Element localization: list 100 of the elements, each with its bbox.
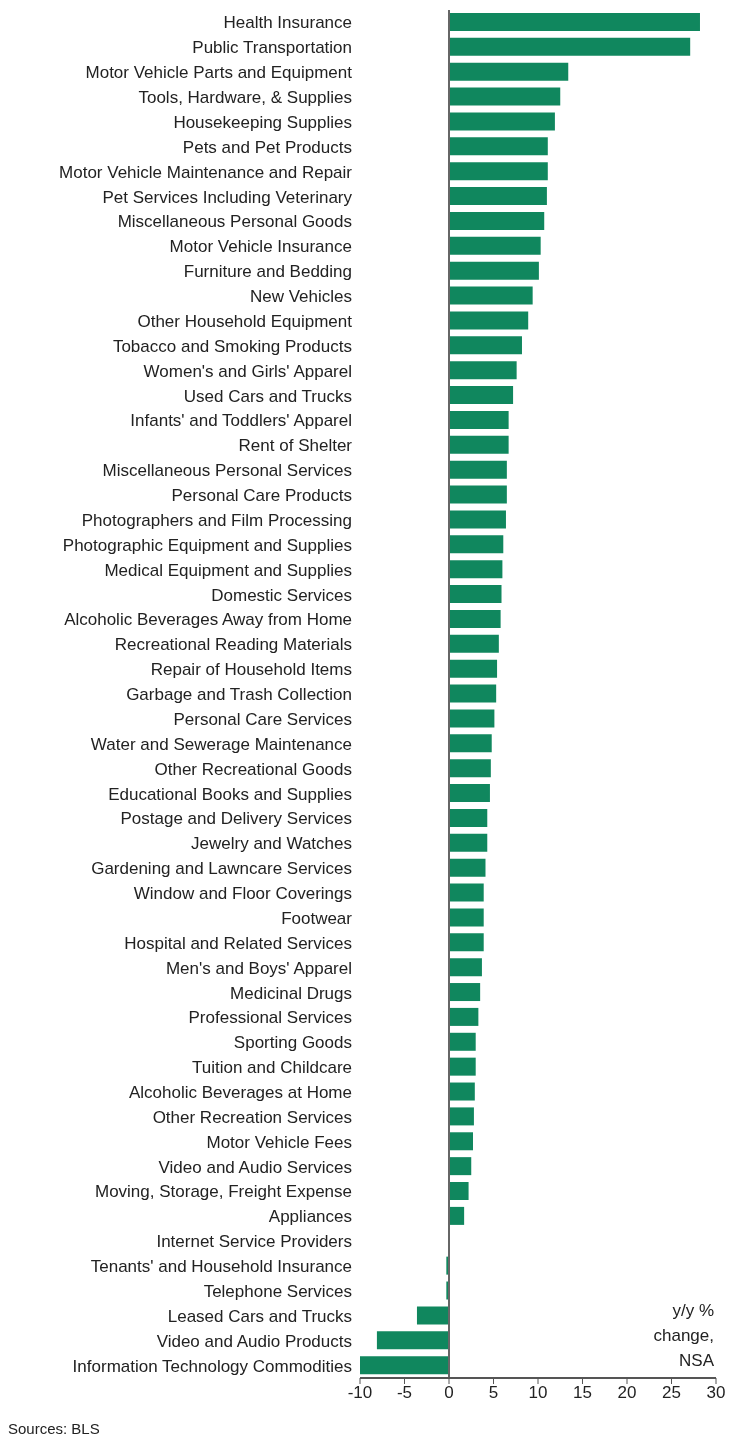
bar <box>449 112 555 131</box>
bar <box>449 560 503 579</box>
y-tick-label: Health Insurance <box>223 13 352 33</box>
bar <box>449 709 495 728</box>
bar <box>449 858 486 877</box>
bar <box>449 62 569 81</box>
y-tick-label: Domestic Services <box>211 585 352 605</box>
y-tick-label: Housekeeping Supplies <box>173 112 352 132</box>
bar <box>449 585 502 604</box>
y-tick-label: Miscellaneous Personal Services <box>102 461 352 481</box>
y-tick-label: Sporting Goods <box>233 1033 352 1053</box>
bar <box>449 684 497 703</box>
y-tick-label: Personal Care Products <box>171 486 352 506</box>
x-tick-label: 30 <box>706 1383 726 1403</box>
bar <box>449 162 548 181</box>
y-tick-label: Miscellaneous Personal Goods <box>117 212 352 232</box>
bar <box>449 908 484 927</box>
bar <box>449 734 492 753</box>
y-tick-label: Jewelry and Watches <box>191 834 352 854</box>
bar <box>449 87 561 106</box>
y-tick-label: Repair of Household Items <box>150 660 352 680</box>
bar <box>449 311 529 330</box>
bar <box>449 13 700 31</box>
y-tick-label: Postage and Delivery Services <box>120 809 352 829</box>
y-tick-label: Motor Vehicle Parts and Equipment <box>85 63 353 83</box>
bar <box>449 211 545 230</box>
bar <box>449 883 484 902</box>
y-tick-label: Other Recreation Services <box>152 1107 352 1127</box>
bar <box>449 485 507 504</box>
bar <box>449 535 504 554</box>
bar <box>449 37 691 56</box>
bar <box>449 659 498 678</box>
y-tick-label: Motor Vehicle Fees <box>206 1132 352 1152</box>
y-tick-label: Information Technology Commodities <box>72 1356 352 1376</box>
y-tick-label: Gardening and Lawncare Services <box>91 859 352 879</box>
bar <box>449 1132 474 1151</box>
y-tick-label: Recreational Reading Materials <box>114 635 352 655</box>
bar <box>449 958 482 977</box>
y-tick-label: Internet Service Providers <box>156 1232 352 1252</box>
x-tick-label: -5 <box>396 1383 413 1403</box>
x-tick-label: 5 <box>488 1383 499 1403</box>
y-tick-label: Telephone Services <box>203 1281 352 1301</box>
bar <box>449 187 547 206</box>
y-tick-label: Motor Vehicle Maintenance and Repair <box>59 162 353 182</box>
bar <box>449 1182 469 1201</box>
y-tick-label: Other Household Equipment <box>137 311 353 331</box>
y-tick-label: Educational Books and Supplies <box>108 784 352 804</box>
y-tick-label: Video and Audio Services <box>158 1157 352 1177</box>
bar <box>449 460 507 479</box>
y-tick-label: Pet Services Including Veterinary <box>102 187 353 207</box>
bar <box>376 1331 449 1350</box>
y-tick-label: Public Transportation <box>192 38 352 58</box>
bar <box>449 983 481 1002</box>
bar <box>449 137 548 156</box>
bar <box>449 236 541 255</box>
bar <box>449 386 514 405</box>
bar <box>449 286 533 305</box>
annotation: y/y % change, NSA <box>652 1300 714 1372</box>
bar <box>449 784 490 803</box>
y-tick-label: Appliances <box>268 1207 352 1227</box>
y-tick-label: Motor Vehicle Insurance <box>169 237 352 257</box>
y-tick-label: Window and Floor Coverings <box>133 884 352 904</box>
bar <box>449 510 506 529</box>
y-tick-label: Personal Care Services <box>173 709 352 729</box>
y-tick-label: Leased Cars and Trucks <box>167 1306 352 1326</box>
y-tick-label: Men's and Boys' Apparel <box>165 958 352 978</box>
y-tick-label: Alcoholic Beverages Away from Home <box>64 610 352 630</box>
y-tick-label: Used Cars and Trucks <box>183 386 352 406</box>
bar <box>449 1157 472 1176</box>
y-tick-label: Tenants' and Household Insurance <box>90 1257 352 1277</box>
bar <box>449 1032 476 1051</box>
x-tick-label: -10 <box>347 1383 373 1403</box>
bar <box>449 833 488 852</box>
bar <box>449 410 509 429</box>
bar <box>449 336 522 355</box>
y-tick-label: Medicinal Drugs <box>230 983 352 1003</box>
y-tick-label: Garbage and Trash Collection <box>126 685 352 705</box>
x-tick-label: 0 <box>444 1383 454 1403</box>
y-tick-label: Footwear <box>281 908 353 928</box>
bar <box>449 634 499 653</box>
y-tick-label: Moving, Storage, Freight Expense <box>94 1182 352 1202</box>
y-tick-label: Alcoholic Beverages at Home <box>128 1083 352 1102</box>
y-tick-label: Hospital and Related Services <box>124 933 352 953</box>
bar <box>449 435 509 454</box>
bar <box>360 1356 449 1375</box>
y-tick-label: Infants' and Toddlers' Apparel <box>130 411 352 431</box>
y-tick-label: Medical Equipment and Supplies <box>104 560 352 580</box>
y-tick-label: Women's and Girls' Apparel <box>143 361 352 381</box>
bar <box>416 1306 449 1325</box>
x-tick-label: 25 <box>662 1383 681 1403</box>
bar <box>449 933 484 952</box>
bar <box>449 361 517 380</box>
y-tick-label: Rent of Shelter <box>238 436 353 456</box>
y-tick-label: Pets and Pet Products <box>182 137 352 157</box>
x-tick-label: 10 <box>528 1383 548 1403</box>
y-tick-label: Tuition and Childcare <box>191 1058 352 1078</box>
bar <box>449 609 501 628</box>
y-tick-label: Photographic Equipment and Supplies <box>62 535 352 555</box>
y-tick-label: Other Recreational Goods <box>154 759 352 779</box>
y-tick-label: Tobacco and Smoking Products <box>112 336 352 356</box>
